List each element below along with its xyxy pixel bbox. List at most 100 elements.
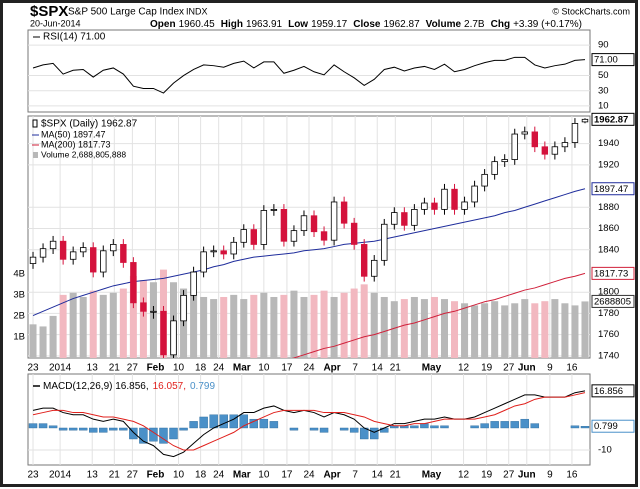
candle-body [350, 222, 358, 245]
histogram-bar [570, 425, 580, 429]
candle-body [320, 231, 328, 241]
candle-body [230, 241, 237, 255]
histogram-bar [440, 425, 449, 429]
volume-bar [330, 296, 338, 358]
histogram-bar [259, 418, 269, 429]
x-tick-label: 19 [481, 470, 493, 481]
candle-body [69, 251, 77, 260]
volume-bar [551, 299, 559, 358]
histogram-bar [580, 426, 590, 429]
x-tick-label: Jun [518, 363, 536, 374]
volume-bar [119, 288, 127, 358]
candle-body [521, 131, 528, 135]
x-tick-label: 2014 [49, 470, 72, 481]
value-box [591, 419, 635, 433]
volume-bar [59, 294, 67, 358]
candle-body [280, 209, 288, 242]
volume-tick-label: 4B [13, 268, 25, 279]
histogram-bar [420, 423, 429, 429]
candle-body [170, 320, 177, 356]
y-tick-label: 30 [598, 85, 609, 96]
candle-body [330, 201, 338, 241]
macd-line [32, 390, 586, 458]
volume-bar [280, 294, 288, 358]
histogram-bar [89, 427, 98, 433]
x-tick-label: 18 [195, 363, 207, 374]
y-tick-label: -10 [598, 445, 612, 456]
candle-body [431, 202, 438, 210]
legend-label: 16.057, [153, 381, 186, 392]
candle-body [300, 215, 308, 232]
volume-bar [39, 326, 47, 358]
candle-body [150, 310, 157, 313]
candle-body [451, 188, 458, 210]
histogram-bar [179, 427, 188, 431]
histogram-bar [289, 427, 299, 431]
volume-bar [370, 292, 378, 358]
histogram-bar [189, 421, 198, 429]
volume-bar [109, 292, 117, 358]
value-box-label: 1962.87 [594, 114, 628, 125]
legend-label: MA(50) 1897.47 [41, 129, 106, 139]
histogram-bar [78, 427, 88, 431]
volume-bar [270, 296, 278, 358]
y-tick-label: 1880 [598, 202, 619, 213]
volume-bar [200, 296, 208, 358]
value-box [591, 112, 635, 126]
x-tick-label: 14 [372, 470, 384, 481]
candle-body [531, 131, 539, 148]
candle-body [260, 210, 268, 245]
x-tick-label: 10 [173, 470, 185, 481]
quote-label: Open [150, 19, 176, 30]
quote-label: Volume [426, 19, 462, 30]
value-box-label: 1817.73 [594, 268, 628, 279]
x-tick-label: 13 [87, 363, 99, 374]
plot-area [29, 118, 589, 358]
candle-body [541, 146, 549, 155]
macd-line [32, 392, 586, 451]
x-tick-label: Mar [233, 363, 251, 374]
panel-label: MACD(12,26,9) 16.856, 16.057, 0.799 [43, 381, 215, 392]
candle-body [511, 133, 518, 160]
volume-bar [571, 305, 579, 358]
x-tick-label: 23 [27, 470, 39, 481]
x-tick-label: Feb [147, 363, 165, 374]
candle-body [140, 302, 147, 312]
volume-bar [220, 296, 228, 358]
candle-body [371, 259, 378, 277]
legend-label: $SPX (Daily) 1962.87 [41, 119, 138, 130]
x-tick-label: 12 [458, 363, 470, 374]
x-tick-label: 27 [503, 363, 515, 374]
value-box-label: 1897.47 [594, 184, 628, 195]
volume-bar [541, 301, 549, 358]
x-tick-label: 27 [503, 470, 515, 481]
histogram-bar [109, 427, 118, 431]
volume-bar [420, 299, 428, 358]
x-tick-label: 10 [258, 470, 270, 481]
quote-label: Close [353, 19, 381, 30]
volume-bar [310, 294, 318, 358]
value-box [591, 266, 635, 280]
candle-body [471, 185, 478, 203]
candle-body [220, 250, 227, 255]
copyright: © StockCharts.com [552, 6, 630, 16]
symbol: $SPX [30, 3, 68, 20]
candle-body [561, 142, 569, 148]
candle-body [190, 271, 197, 296]
volume-bar [491, 301, 499, 358]
x-tick-label: 24 [303, 470, 315, 481]
quote-label: Low [288, 19, 308, 30]
volume-bar [360, 284, 368, 358]
histogram-bar [309, 427, 319, 431]
histogram-bar [370, 427, 379, 440]
candle-body [200, 251, 207, 273]
histogram-bar [269, 421, 279, 429]
histogram-bar [510, 421, 519, 429]
x-tick-label: 16 [566, 470, 578, 481]
x-tick-label: 27 [127, 470, 139, 481]
histogram-bar [199, 416, 208, 429]
volume-bar [400, 299, 408, 358]
candle-body [79, 247, 87, 253]
quote-value: 2.7B [464, 19, 485, 30]
volume-bar [230, 294, 238, 358]
